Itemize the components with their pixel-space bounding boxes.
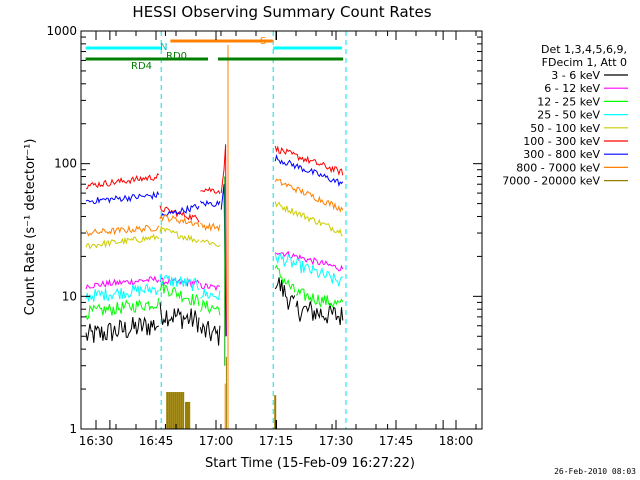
series-line: [159, 281, 200, 307]
legend-header-line-1: Det 1,3,4,5,6,9,: [541, 43, 627, 56]
series-spike: [220, 144, 227, 337]
x-tick-label: 16:45: [139, 434, 174, 448]
series-line: [274, 277, 296, 310]
series-line: [159, 274, 200, 291]
chart-title: HESSI Observing Summary Count Rates: [132, 3, 431, 21]
series-line: [200, 186, 221, 195]
y-tick-label: 100: [54, 157, 77, 171]
series-line: [200, 239, 221, 248]
legend-label: 300 - 800 keV: [523, 148, 600, 161]
series-line: [159, 277, 200, 288]
series-line: [159, 213, 200, 227]
footer-stamp: 26-Feb-2010 08:03: [554, 467, 636, 476]
x-tick-label: 17:30: [319, 434, 354, 448]
legend-label: 7000 - 20000 keV: [502, 175, 600, 188]
series-line: [159, 302, 200, 333]
legend-label: 3 - 6 keV: [551, 69, 600, 82]
series-line: [85, 297, 160, 321]
series-line: [159, 225, 200, 244]
x-tick-label: 17:00: [199, 434, 234, 448]
x-tick-label: 18:00: [439, 434, 474, 448]
series-line: [199, 282, 221, 292]
series-line: [85, 316, 160, 343]
series-line: [199, 199, 221, 207]
series-line: [85, 282, 159, 302]
legend-label: 800 - 7000 keV: [516, 161, 600, 174]
legend-label: 25 - 50 keV: [537, 109, 600, 122]
y-tick-label: 10: [62, 289, 77, 303]
x-tick-label: 16:30: [79, 434, 114, 448]
series-line: [199, 299, 221, 316]
flag-label-s: S: [260, 36, 266, 47]
legend-label: 100 - 300 keV: [523, 135, 600, 148]
x-axis-label: Start Time (15-Feb-09 16:27:22): [205, 456, 415, 471]
series-line: [274, 264, 296, 293]
y-axis-label: Count Rate (s⁻¹ detector⁻¹): [23, 139, 38, 316]
plot-frame: [80, 30, 483, 430]
flag-label-rd0: RD0: [166, 51, 187, 62]
plot-area: [85, 31, 347, 429]
series-line: [274, 178, 344, 213]
series-line: [295, 288, 344, 308]
legend-label: 6 - 12 keV: [544, 82, 600, 95]
series-line: [274, 145, 344, 176]
series-line: [295, 300, 344, 326]
series-line: [85, 233, 160, 250]
series-line: [85, 190, 160, 205]
series-line: [159, 205, 200, 223]
series-spike: [220, 184, 227, 337]
series-line: [85, 275, 160, 290]
series-line: [200, 222, 221, 232]
series-line: [274, 153, 344, 187]
series-line: [199, 320, 221, 346]
y-tick-label: 1: [69, 422, 77, 436]
legend-header-line-2: FDecim 1, Att 0: [542, 56, 627, 69]
x-tick-label: 17:15: [259, 434, 294, 448]
flag-label-n: N: [160, 42, 167, 53]
flag-label-rd4: RD4: [131, 61, 152, 72]
x-tick-label: 17:45: [379, 434, 414, 448]
series-line: [85, 173, 160, 190]
legend-label: 12 - 25 keV: [537, 95, 600, 108]
series-line: [274, 253, 343, 287]
y-tick-label: 1000: [46, 24, 77, 38]
legend-label: 50 - 100 keV: [530, 122, 600, 135]
series-line: [274, 200, 343, 237]
series-line: [85, 224, 160, 237]
series-line: [274, 250, 344, 272]
series-line: [200, 288, 221, 300]
